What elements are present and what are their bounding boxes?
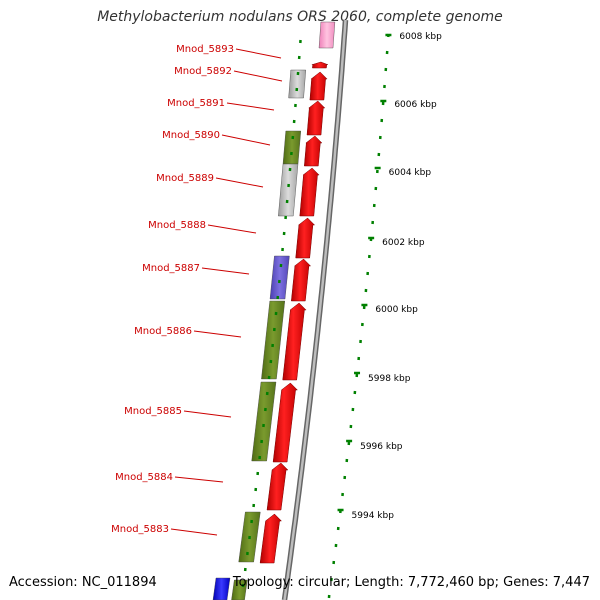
gene-label-leader-line [183,410,232,418]
forward-gene-arrow [259,513,283,564]
gene-label-leader-line [207,224,257,234]
gene-label-leader-line [215,177,264,188]
forward-gene-arrow [282,302,307,381]
gene-label: Mnod_5887 [142,263,200,274]
gray-feature [288,69,307,99]
forward-gene-arrow [309,71,328,101]
gene-label: Mnod_5891 [167,98,225,109]
gene-label-leader-line [226,102,275,111]
gene-label: Mnod_5893 [176,44,234,55]
forward-gene-arrow [306,100,326,136]
ruler-label: 5994 kbp [352,511,395,521]
gene-label: Mnod_5886 [134,326,192,337]
gene-label-leader-line [201,267,250,275]
gene-label: Mnod_5885 [124,406,182,417]
ruler-label: 6002 kbp [382,238,425,248]
gene-label: Mnod_5892 [174,66,232,77]
genome-backbone [283,19,347,600]
gene-label: Mnod_5884 [115,472,173,483]
blue-feature [212,577,231,600]
olive-feature [261,300,286,380]
gene-label: Mnod_5890 [162,130,220,141]
forward-gene-arrow [295,217,316,259]
pink-feature [318,21,336,49]
forward-gene-arrow [299,167,320,217]
gray-feature [278,163,299,217]
gene-label-leader-line [233,70,283,82]
ruler-label: 6006 kbp [394,100,437,110]
gene-label-leader-line [193,330,242,338]
forward-gene-arrow [291,258,312,302]
genome-summary-text: Topology: circular; Length: 7,772,460 bp… [232,575,590,590]
forward-gene-arrow [311,61,328,69]
ruler-label: 6008 kbp [399,32,442,42]
gene-label-leader-line [174,476,224,483]
ruler-label: 6000 kbp [375,305,418,315]
ruler-label: 5998 kbp [368,374,411,384]
gene-label-leader-line [235,48,282,59]
olive-feature [251,381,277,462]
forward-gene-arrow [266,462,289,511]
gene-label-leader-line [221,134,271,146]
map-title: Methylobacterium nodulans ORS 2060, comp… [97,9,503,25]
forward-gene-arrow [272,382,299,463]
gene-label: Mnod_5888 [148,220,206,231]
gene-label-leader-line [170,528,218,536]
ruler-label: 5996 kbp [360,442,403,452]
gene-label: Mnod_5889 [156,173,214,184]
accession-text: Accession: NC_011894 [9,575,157,590]
gene-label: Mnod_5883 [111,524,169,535]
forward-gene-arrow [304,135,323,167]
purple-feature [269,255,290,300]
ruler-label: 6004 kbp [389,168,432,178]
